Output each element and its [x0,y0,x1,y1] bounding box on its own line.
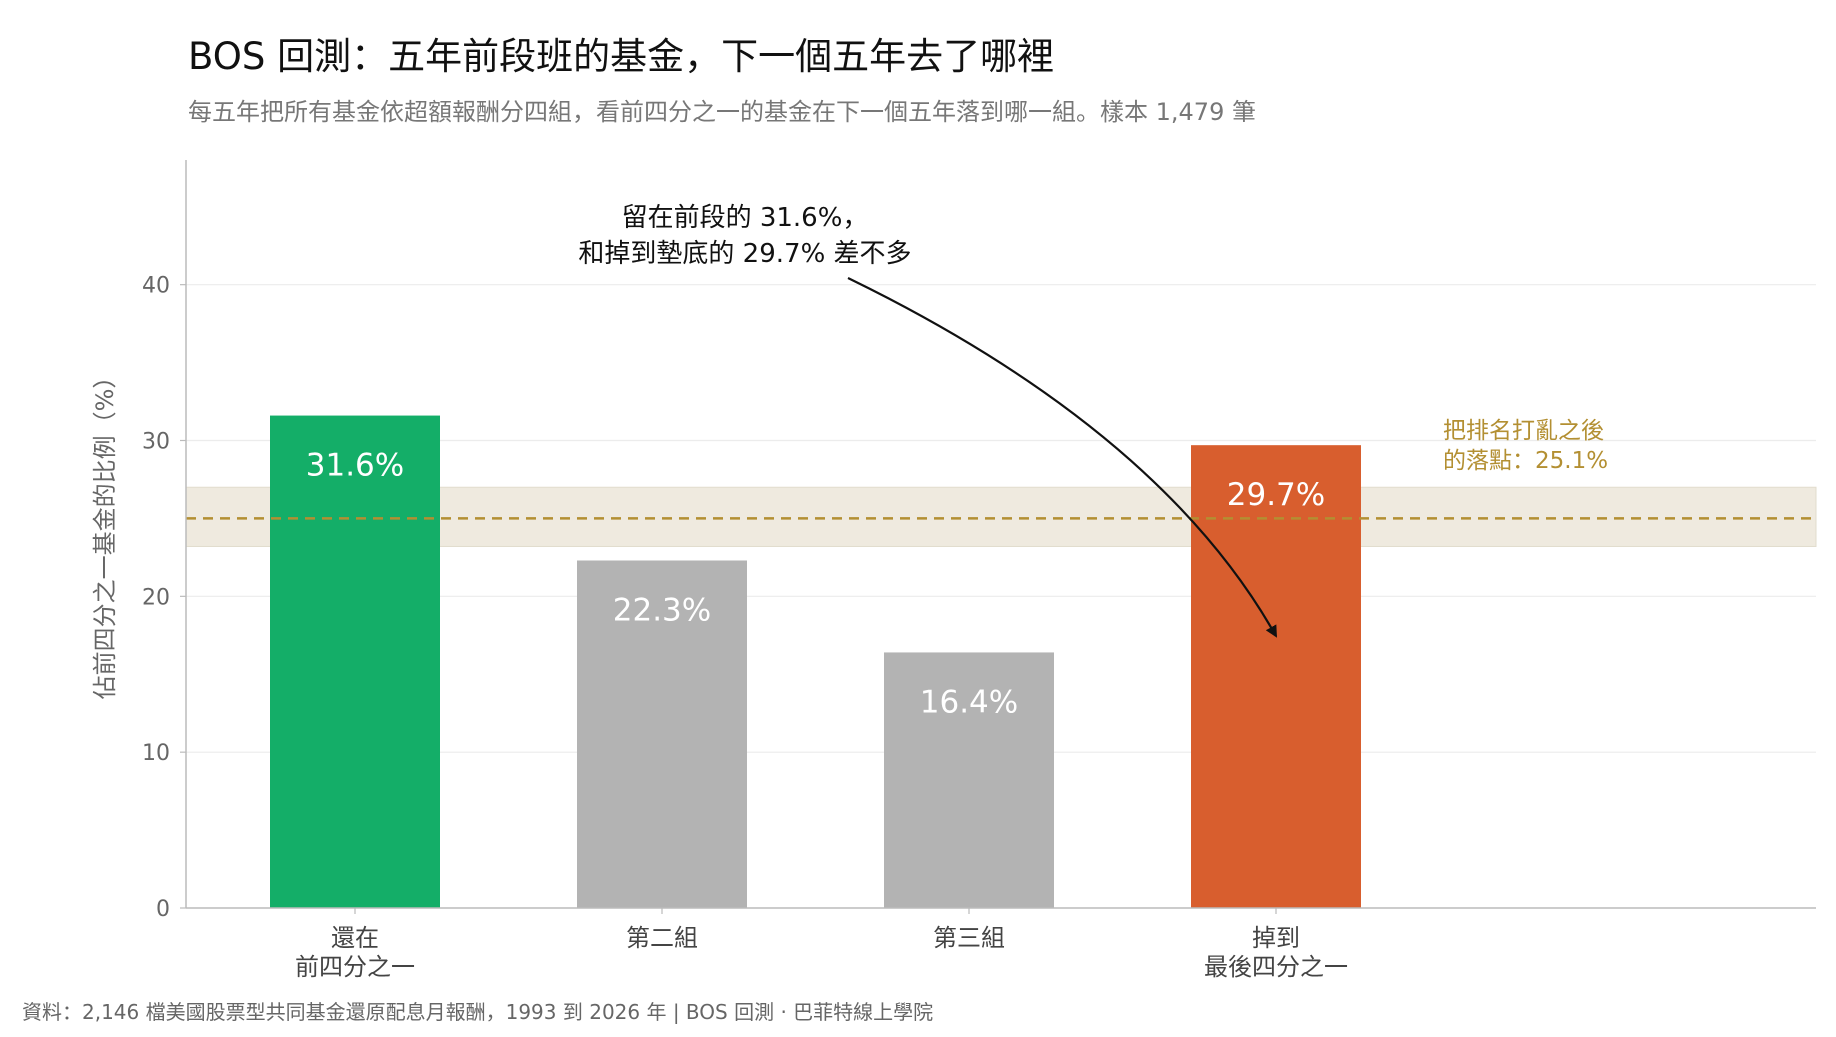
x-tick-label: 第二組 [626,924,698,952]
x-tick-label: 第三組 [933,924,1005,952]
y-tick-label: 30 [142,430,170,455]
x-tick-label: 還在前四分之一 [295,924,415,981]
bar-value-label: 16.4% [920,684,1018,720]
bar-value-label: 31.6% [306,448,404,484]
bar-value-label: 29.7% [1227,477,1325,513]
random-baseline-label: 把排名打亂之後的落點：25.1% [1443,418,1608,474]
y-axis-title: 佔前四分之一基金的比例（%） [91,365,119,700]
annotation-text: 留在前段的 31.6%，和掉到墊底的 29.7% 差不多 [578,203,911,269]
source-note: 資料：2,146 檔美國股票型共同基金還原配息月報酬，1993 到 2026 年… [22,1000,934,1024]
bar [1191,445,1361,908]
bar [884,652,1054,908]
bar [577,560,747,908]
y-tick-label: 40 [142,274,170,299]
bar [270,415,440,908]
y-tick-label: 10 [142,741,170,766]
chart-subtitle: 每五年把所有基金依超額報酬分四組，看前四分之一的基金在下一個五年落到哪一組。樣本… [188,98,1256,126]
bar-value-label: 22.3% [613,592,711,628]
y-tick-label: 20 [142,585,170,610]
x-tick-label: 掉到最後四分之一 [1204,924,1348,981]
y-tick-label: 0 [156,897,170,922]
random-baseline-band [185,486,1817,547]
annotation-arrow [847,277,1277,638]
chart-title: BOS 回測：五年前段班的基金，下一個五年去了哪裡 [188,35,1055,78]
bar-chart: 把排名打亂之後的落點：25.1% 0 10 20 30 40 還在前四分之一 第二組 第三組… [91,160,1817,981]
